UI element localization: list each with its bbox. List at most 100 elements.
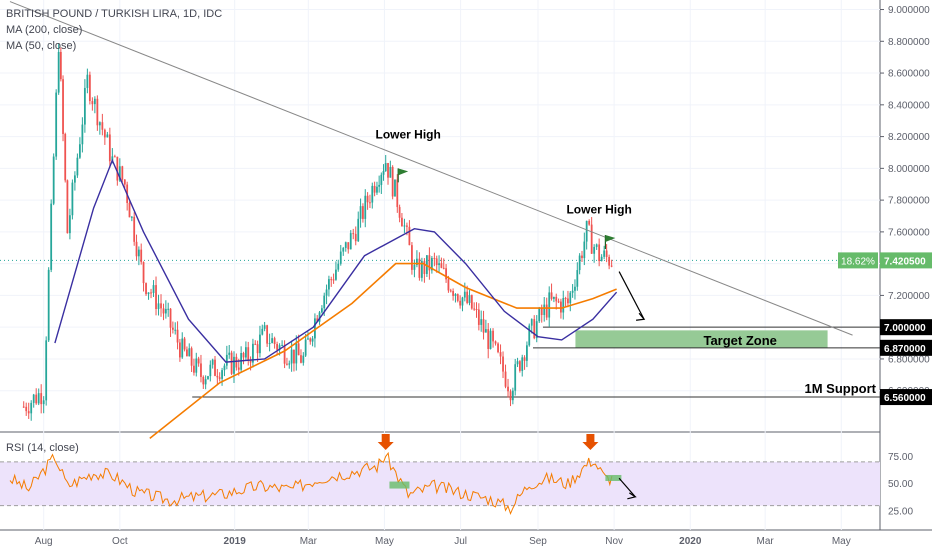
target-zone-group: Target Zone 1M Support (0, 259, 880, 398)
candle-body (71, 182, 74, 216)
candle-body (300, 355, 302, 363)
candle-body (487, 329, 490, 349)
candle-body (164, 308, 167, 314)
price-tick-label: 8.200000 (888, 132, 930, 143)
candle-body (171, 327, 174, 330)
time-tick-label: May (832, 536, 851, 547)
candle-body (78, 144, 81, 158)
candles-group (22, 43, 613, 421)
candle-body (502, 356, 504, 372)
candle-body (152, 285, 155, 293)
price-tick-label: 8.400000 (888, 100, 930, 111)
candle-body (276, 344, 279, 350)
candle-body (364, 195, 367, 219)
candle-body (25, 406, 28, 412)
candle-body (543, 304, 546, 316)
price-tick-label: 7.200000 (888, 291, 930, 302)
ma200-line (149, 262, 617, 440)
badge-level-7: 7.000000 (884, 323, 926, 334)
badge-level-656-bg (880, 389, 932, 406)
candle-body (445, 268, 447, 280)
candle-body (186, 349, 188, 357)
candle-body (237, 367, 240, 370)
rsi-line (9, 451, 613, 516)
candle-body (354, 233, 357, 242)
candle-body (387, 163, 389, 178)
candle-body (428, 255, 431, 271)
candle-body (473, 308, 476, 310)
candle-body (73, 175, 76, 183)
candle-body (378, 184, 381, 187)
candle-body (382, 170, 385, 175)
candle-body (538, 308, 541, 322)
candle-body (398, 207, 401, 218)
candle-body (273, 338, 276, 345)
candle-body (35, 394, 38, 404)
candle-body (98, 122, 101, 126)
candle-body (555, 296, 558, 302)
candle-body (574, 286, 576, 291)
price-axis: 6.6000006.8000007.0000007.2000007.400000… (838, 5, 932, 518)
support-label: 1M Support (805, 381, 877, 396)
candle-body (40, 393, 43, 405)
trendline (9, 1, 853, 336)
candle-body (588, 220, 591, 225)
candle-body (391, 166, 394, 197)
time-tick-label: Aug (35, 536, 53, 547)
candle-body (384, 163, 387, 171)
candle-body (504, 371, 507, 387)
candle-body (96, 98, 99, 126)
candle-body (50, 203, 53, 270)
price-tick-label: 8.800000 (888, 37, 930, 48)
candle-body (366, 195, 369, 203)
price-tick-label: 6.800000 (888, 354, 930, 365)
candle-body (207, 376, 209, 380)
badge-change: 18.62% (841, 256, 875, 267)
rsi-box-1 (389, 481, 410, 489)
candle-body (242, 353, 245, 358)
candle-body (339, 251, 342, 264)
candle-body (190, 348, 193, 366)
candle-body (195, 358, 198, 373)
candle-body (456, 294, 459, 301)
candle-body (278, 345, 281, 350)
candle-body (344, 242, 347, 248)
candle-body (394, 179, 396, 197)
candle-body (492, 330, 494, 342)
candle-body (245, 347, 247, 358)
price-tick-label: 8.600000 (888, 69, 930, 80)
candle-body (557, 301, 560, 303)
candle-body (62, 79, 64, 134)
candle-body (452, 291, 455, 296)
candle-body (174, 329, 177, 331)
candle-body (567, 298, 569, 304)
candle-body (233, 356, 235, 374)
badge-level-687-bg (880, 339, 932, 356)
candle-body (461, 297, 464, 306)
candle-body (533, 319, 536, 339)
candle-body (69, 215, 71, 234)
badge-change-bg (838, 252, 878, 269)
candle-body (523, 357, 526, 361)
candle-body (484, 329, 487, 333)
lower-high-label-1: Lower High (375, 128, 440, 142)
candle-body (254, 343, 257, 345)
candle-body (497, 343, 499, 353)
candle-body (590, 224, 593, 254)
candle-body (169, 308, 172, 328)
candle-body (116, 156, 119, 181)
time-tick-label: Sep (529, 536, 547, 547)
candle-body (342, 247, 345, 252)
candle-body (181, 338, 184, 358)
candle-body (463, 291, 466, 298)
candle-body (421, 261, 423, 278)
candle-body (103, 129, 106, 138)
candle-body (209, 364, 212, 377)
candle-body (211, 359, 214, 365)
candle-body (406, 225, 408, 227)
time-tick-label: 2020 (679, 536, 702, 547)
